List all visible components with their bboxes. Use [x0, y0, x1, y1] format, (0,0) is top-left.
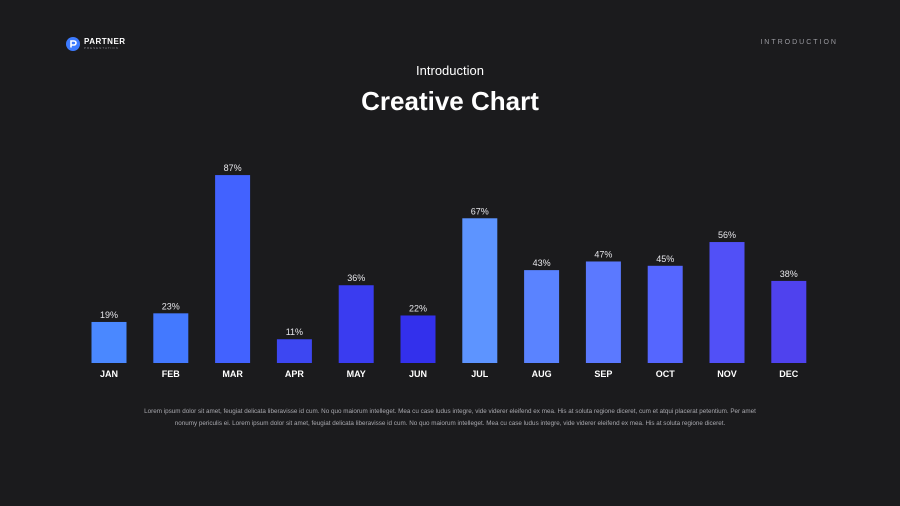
- brand-name: PARTNER: [84, 37, 126, 46]
- bar-value-label: 47%: [594, 249, 612, 259]
- bar-mar: [215, 175, 251, 363]
- bar-feb: [153, 313, 189, 363]
- bar-value-label: 22%: [409, 303, 427, 313]
- bar-value-label: 45%: [656, 254, 674, 264]
- bar-value-label: 43%: [533, 258, 551, 268]
- category-label: JUL: [471, 369, 489, 379]
- category-label: DEC: [779, 369, 799, 379]
- slide-subtitle: Introduction: [416, 63, 484, 78]
- bar-value-label: 19%: [100, 310, 118, 320]
- category-label: OCT: [656, 369, 676, 379]
- bar-value-label: 38%: [780, 269, 798, 279]
- bar-jun: [400, 315, 436, 363]
- category-label: JAN: [100, 369, 118, 379]
- slide-title: Creative Chart: [361, 86, 539, 116]
- bar-value-label: 11%: [286, 327, 303, 337]
- category-label: MAR: [222, 369, 243, 379]
- bar-value-label: 23%: [162, 301, 180, 311]
- bar-oct: [647, 265, 683, 363]
- brand-tagline: PRESENTATION: [84, 46, 119, 50]
- bar-jul: [462, 218, 498, 363]
- bar-value-label: 36%: [347, 273, 365, 283]
- section-nav-label[interactable]: INTRODUCTION: [760, 39, 838, 46]
- category-label: FEB: [162, 369, 181, 379]
- slide-description: Lorem ipsum dolor sit amet, feugiat deli…: [144, 408, 756, 427]
- bar-dec: [771, 280, 807, 363]
- bar-aug: [524, 270, 560, 363]
- category-label: JUN: [409, 369, 427, 379]
- brand-logo: PARTNER PRESENTATION: [66, 37, 126, 51]
- bar-may: [338, 285, 374, 363]
- bar-value-label: 67%: [471, 206, 489, 216]
- bar-jan: [91, 321, 127, 363]
- category-label: AUG: [532, 369, 552, 379]
- bar-nov: [709, 242, 745, 363]
- partner-logo-icon: [66, 37, 80, 51]
- category-label: MAY: [347, 369, 366, 379]
- category-label: APR: [285, 369, 305, 379]
- bar-sep: [585, 261, 621, 363]
- bar-apr: [276, 339, 312, 363]
- category-label: NOV: [717, 369, 737, 379]
- category-label: SEP: [594, 369, 612, 379]
- bar-value-label: 56%: [718, 230, 736, 240]
- bar-value-label: 87%: [224, 163, 242, 173]
